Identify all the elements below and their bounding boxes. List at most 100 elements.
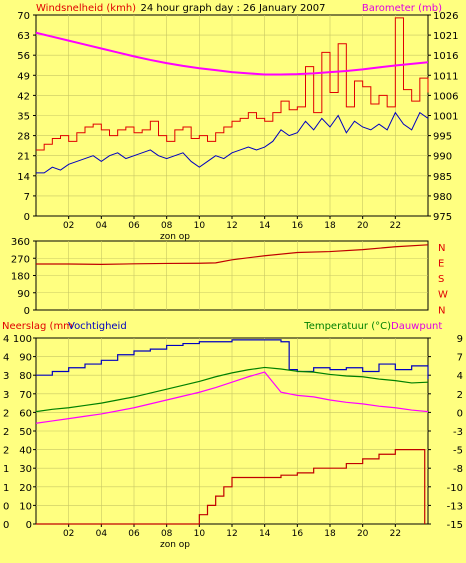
barometer-label: Barometer (mb): [362, 3, 442, 14]
temperature-tick-label: 7: [457, 353, 463, 364]
hour-tick-label: 18: [324, 221, 336, 231]
hour-tick-label: 08: [161, 221, 173, 231]
compass-tick-label: W: [438, 290, 448, 301]
humidity-tick-label: 100: [13, 334, 32, 345]
hour-tick-label: 10: [194, 221, 206, 231]
hour-tick-label: 20: [357, 529, 369, 539]
sunrise-label-top: zon op: [160, 232, 190, 242]
barometer-line: [35, 31, 429, 76]
hour-tick-label: 14: [259, 221, 271, 231]
hour-tick-label: 14: [259, 529, 271, 539]
wind-speed-tick-label: 63: [17, 31, 30, 42]
compass-tick-label: E: [438, 259, 444, 270]
barometer-tick-label: 1006: [433, 91, 458, 102]
barometer-tick-label: 1021: [433, 31, 458, 42]
rain-tick-label: 4: [3, 334, 9, 345]
direction-degree-tick-label: 0: [24, 306, 30, 317]
wind-speed-tick-label: 56: [17, 51, 30, 62]
barometer-tick-label: 1026: [433, 11, 458, 22]
barometer-tick-label: 1011: [433, 71, 458, 82]
direction-panel-series: [36, 244, 429, 265]
humidity-tick-label: 90: [19, 353, 32, 364]
hour-tick-label: 02: [63, 529, 74, 539]
barometer-tick-label: 995: [433, 132, 452, 143]
rain-line: [36, 449, 426, 525]
humidity-tick-label: 0: [26, 520, 32, 531]
wind-speed-axis: 0 7 14 21 28 35 42 49 56 63 70: [17, 11, 36, 223]
compass-tick-label: S: [438, 274, 444, 285]
temperature-tick-label: -13: [447, 501, 463, 512]
hour-tick-label: 12: [226, 529, 237, 539]
wind-panel-x-axis: 02 04 06 08 10 12 14 16 18 20 22: [63, 216, 401, 231]
rain-tick-label: 1: [3, 483, 9, 494]
rain-tick-label: 2: [3, 427, 9, 438]
rain-tick-label: 0: [3, 501, 9, 512]
compass-tick-label: N: [438, 243, 445, 254]
temperature-tick-label: 0: [457, 408, 463, 419]
temperature-tick-label: -10: [447, 483, 463, 494]
hour-tick-label: 18: [324, 529, 336, 539]
direction-line: [36, 244, 429, 265]
barometer-tick-label: 1001: [433, 112, 458, 123]
dewpoint-line: [35, 371, 429, 424]
wind-speed-tick-label: 14: [17, 172, 30, 183]
direction-degrees-axis: 0 90 180 270 360: [11, 237, 36, 317]
rain-tick-label: 0: [3, 520, 9, 531]
temperature-tick-label: 4: [457, 371, 463, 382]
rain-tick-label: 1: [3, 464, 9, 475]
gust-line: [36, 17, 429, 151]
rain-tick-label: 2: [3, 408, 9, 419]
humidity-tick-label: 40: [19, 446, 32, 457]
humidity-tick-label: 50: [19, 427, 32, 438]
temperature-tick-label: -5: [453, 446, 463, 457]
humidity-tick-label: 80: [19, 371, 32, 382]
hour-tick-label: 02: [63, 221, 74, 231]
wind-panel-series: [35, 17, 429, 174]
dewpoint-label: Dauwpunt: [391, 321, 442, 332]
temperature-axis: -15 -13 -10 -8 -5 -3 0 2 4 7 9: [428, 334, 463, 531]
humidity-axis: 0 10 20 30 40 50 60 70 80 90 100: [13, 334, 36, 531]
wind-speed-tick-label: 35: [17, 112, 30, 123]
humidity-tick-label: 20: [19, 483, 32, 494]
humidity-tick-label: 30: [19, 464, 32, 475]
direction-degree-tick-label: 270: [11, 254, 30, 265]
hour-tick-label: 04: [96, 221, 108, 231]
hour-tick-label: 12: [226, 221, 237, 231]
climate-panel-x-axis: 02 04 06 08 10 12 14 16 18 20 22: [63, 524, 401, 539]
rain-label: Neerslag (mm: [2, 321, 73, 332]
humidity-tick-label: 60: [19, 408, 32, 419]
hour-tick-label: 04: [96, 529, 108, 539]
humidity-line: [36, 339, 429, 379]
wind-speed-tick-label: 7: [24, 192, 30, 203]
compass-tick-label: N: [438, 305, 445, 316]
direction-degree-tick-label: 90: [17, 289, 30, 300]
hour-tick-label: 22: [390, 529, 401, 539]
climate-panel-grid: [36, 338, 428, 524]
hour-tick-label: 16: [292, 529, 304, 539]
barometer-tick-label: 1016: [433, 51, 458, 62]
humidity-tick-label: 70: [19, 390, 32, 401]
hour-tick-label: 22: [390, 221, 401, 231]
wind-speed-label: Windsnelheid (kmh): [36, 3, 136, 14]
hour-tick-label: 08: [161, 529, 173, 539]
hour-tick-label: 10: [194, 529, 206, 539]
wind-speed-tick-label: 28: [17, 132, 30, 143]
barometer-tick-label: 980: [433, 192, 452, 203]
rain-tick-label: 2: [3, 446, 9, 457]
wind-speed-tick-label: 21: [17, 152, 30, 163]
wind-speed-tick-label: 70: [17, 11, 30, 22]
direction-degree-tick-label: 180: [11, 272, 30, 283]
temperature-tick-label: -3: [453, 427, 463, 438]
barometer-tick-label: 990: [433, 152, 452, 163]
temperature-tick-label: 2: [457, 390, 463, 401]
rain-axis: 0 0 1 1 2 2 2 3 3 4 4: [3, 334, 9, 531]
wind-speed-tick-label: 49: [17, 71, 30, 82]
sunrise-label-bottom: zon op: [160, 540, 190, 550]
barometer-axis: 975 980 985 990 995 1001 1006 1011 1016 1021 1026: [428, 11, 458, 223]
direction-panel-grid: [36, 241, 428, 310]
temperature-tick-label: -15: [447, 520, 463, 531]
wind-panel-grid: [36, 15, 428, 216]
